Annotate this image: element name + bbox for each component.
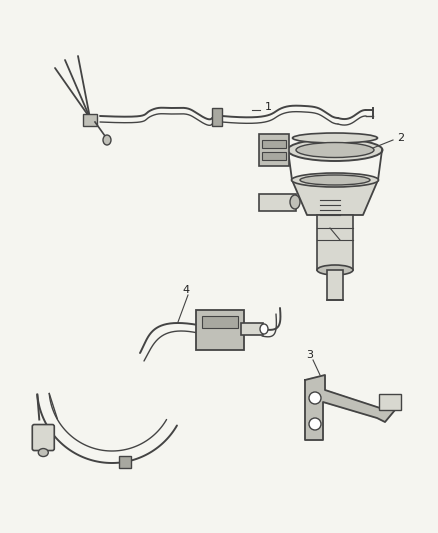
Ellipse shape xyxy=(309,392,321,404)
Bar xyxy=(317,215,353,270)
Text: 2: 2 xyxy=(397,133,404,143)
Ellipse shape xyxy=(38,449,48,457)
FancyBboxPatch shape xyxy=(379,394,401,410)
Ellipse shape xyxy=(296,142,374,157)
Polygon shape xyxy=(305,375,395,440)
Bar xyxy=(327,270,343,300)
FancyBboxPatch shape xyxy=(32,425,54,450)
Ellipse shape xyxy=(309,418,321,430)
Bar xyxy=(262,152,286,160)
Ellipse shape xyxy=(292,173,378,187)
Bar xyxy=(119,456,131,468)
FancyBboxPatch shape xyxy=(259,194,296,211)
Bar xyxy=(262,140,286,148)
Text: 3: 3 xyxy=(307,350,314,360)
Ellipse shape xyxy=(103,135,111,145)
Ellipse shape xyxy=(290,195,300,209)
FancyBboxPatch shape xyxy=(241,323,263,335)
Text: 4: 4 xyxy=(183,285,190,295)
FancyBboxPatch shape xyxy=(259,134,289,166)
Ellipse shape xyxy=(317,265,353,275)
Bar xyxy=(212,108,222,126)
Text: 1: 1 xyxy=(265,102,272,112)
Ellipse shape xyxy=(293,133,378,143)
Ellipse shape xyxy=(287,139,382,161)
Ellipse shape xyxy=(260,324,268,334)
Bar xyxy=(83,114,97,126)
FancyBboxPatch shape xyxy=(196,310,244,350)
Ellipse shape xyxy=(300,175,370,185)
Polygon shape xyxy=(292,180,378,215)
Bar xyxy=(202,316,238,328)
